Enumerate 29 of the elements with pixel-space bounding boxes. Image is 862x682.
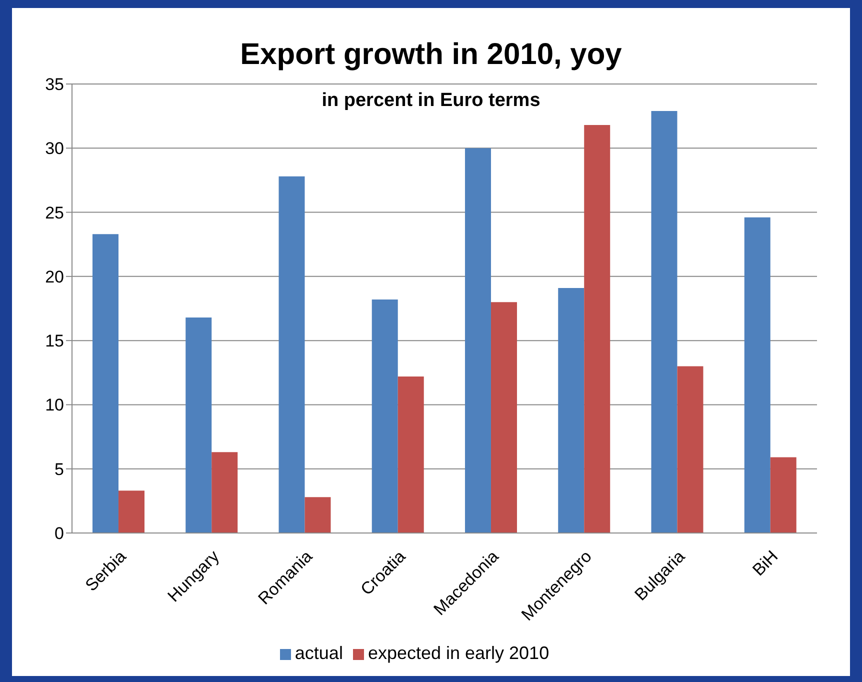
- bar: [584, 125, 610, 533]
- bar: [558, 288, 584, 533]
- chart-subtitle: in percent in Euro terms: [322, 90, 540, 111]
- bar: [186, 317, 212, 533]
- bar: [770, 457, 796, 533]
- legend-label: actual: [294, 643, 343, 663]
- bar: [278, 176, 305, 533]
- bar: [304, 497, 331, 533]
- bar: [372, 300, 398, 533]
- y-tick-label: 30: [45, 139, 64, 158]
- bar: [651, 110, 678, 533]
- legend-label: expected in early 2010: [368, 643, 550, 663]
- bar: [118, 490, 144, 533]
- bar: [212, 452, 238, 533]
- y-tick-label: 10: [45, 396, 64, 415]
- y-tick-label: 5: [54, 460, 64, 479]
- y-tick-label: 0: [54, 524, 64, 544]
- bar: [744, 217, 770, 533]
- bar: [677, 366, 704, 533]
- bar: [398, 376, 424, 533]
- chart-title: Export growth in 2010, yoy: [239, 38, 623, 72]
- y-tick-label: 35: [45, 75, 64, 94]
- y-tick-label: 20: [45, 267, 64, 286]
- x-tick-label: BiH: [748, 546, 782, 580]
- bar: [464, 148, 491, 533]
- y-tick-label: 25: [45, 203, 64, 222]
- bar: [490, 302, 517, 533]
- y-tick-label: 15: [45, 332, 64, 351]
- bar: [92, 234, 118, 533]
